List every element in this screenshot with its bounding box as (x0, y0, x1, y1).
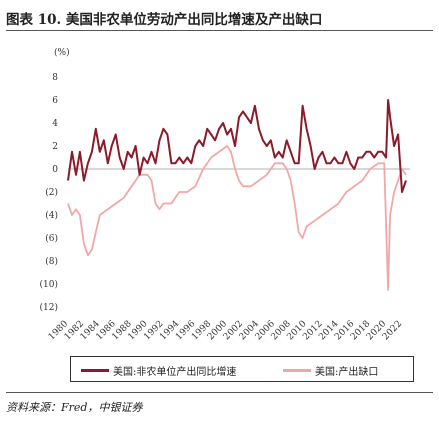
legend: 美国:非农单位产出同比增速 美国:产出缺口 (70, 356, 414, 382)
y-tick-label: (8) (45, 256, 58, 267)
figure-title: 图表 10. 美国非农单位劳动产出同比增速及产出缺口 (6, 12, 323, 28)
y-axis: 8 6 4 2 0 (2) (4) (6) (8) (10) (12) (40, 73, 59, 313)
x-axis: 1980198219841986198819901992199419961998… (47, 319, 404, 342)
legend-swatch-output-gap (283, 369, 311, 372)
legend-item-output-growth: 美国:非农单位产出同比增速 (81, 363, 236, 378)
series-layer (67, 99, 407, 291)
chart-plot: (%) 8 6 4 2 0 (2) (4) (6) (8) (10) (12) 1980198219… (40, 47, 410, 342)
y-tick-label: (4) (45, 210, 58, 221)
y-tick-label: 2 (52, 142, 58, 152)
y-tick-label: (2) (45, 187, 58, 198)
legend-swatch-output-growth (81, 369, 109, 372)
title-divider (6, 30, 433, 31)
y-tick-label: 0 (52, 165, 58, 175)
y-tick-label: (12) (40, 302, 58, 313)
series-line-output-growth (67, 99, 407, 193)
legend-item-output-gap: 美国:产出缺口 (283, 363, 378, 378)
y-tick-label: (10) (40, 279, 58, 290)
source-note: 资料来源：Fred，中银证券 (6, 392, 433, 415)
y-tick-label: 4 (52, 119, 58, 129)
series-line-output-gap (67, 145, 407, 291)
legend-label-output-growth: 美国:非农单位产出同比增速 (113, 367, 237, 378)
y-tick-label: 8 (52, 73, 58, 83)
y-unit-label: (%) (54, 47, 70, 58)
legend-label-output-gap: 美国:产出缺口 (315, 367, 379, 378)
y-tick-label: (6) (45, 233, 58, 244)
y-tick-label: 6 (52, 96, 58, 106)
